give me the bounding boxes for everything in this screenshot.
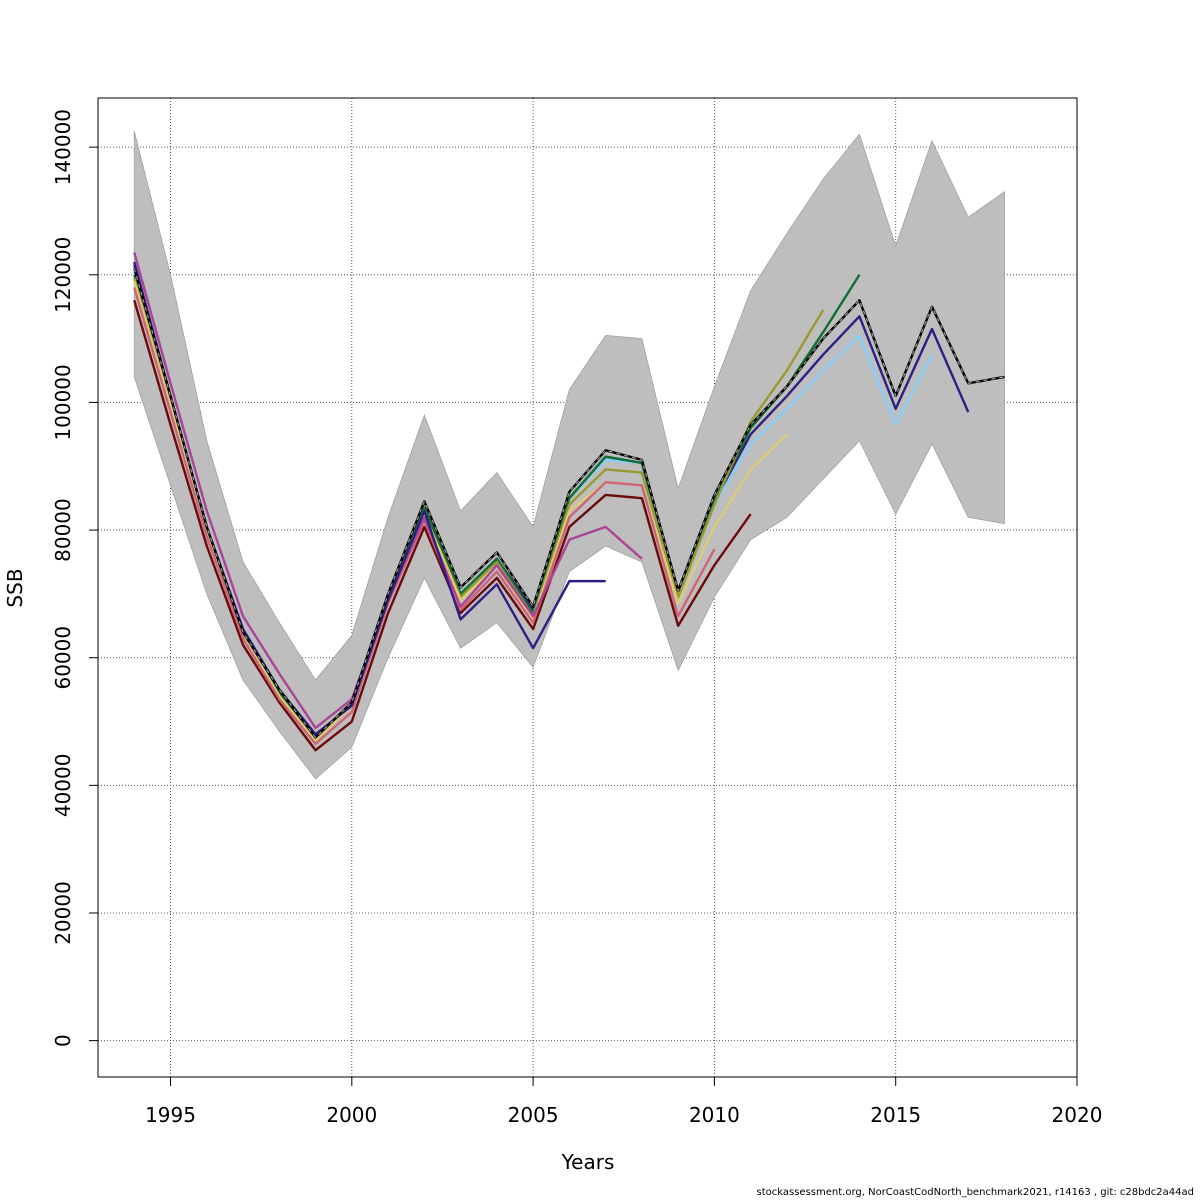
x-tick-label: 2005 xyxy=(508,1103,559,1127)
x-tick-label: 2010 xyxy=(689,1103,740,1127)
x-tick-label: 2020 xyxy=(1052,1103,1103,1127)
series-layer xyxy=(133,252,1005,752)
series-line xyxy=(133,299,752,752)
series-line-main xyxy=(133,268,1005,739)
y-tick-label: 40000 xyxy=(51,754,75,818)
confidence-band xyxy=(133,131,1005,780)
y-tick-label: 140000 xyxy=(51,109,75,185)
y-tick-label: 120000 xyxy=(51,237,75,313)
y-tick-label: 0 xyxy=(51,1034,75,1047)
confidence-band-layer xyxy=(133,131,1005,780)
axis-layer: 1995 2000 2005 2010 2015 2020 0 20000 40000 60000… xyxy=(51,109,1102,1127)
y-axis-label: SSB xyxy=(3,568,27,607)
y-tick-label: 60000 xyxy=(51,626,75,690)
x-axis-label: Years xyxy=(561,1150,615,1174)
x-tick-label: 2000 xyxy=(326,1103,377,1127)
x-tick-label: 1995 xyxy=(145,1103,196,1127)
y-tick-label: 20000 xyxy=(51,881,75,945)
credit-footer: stockassessment.org, NorCoastCodNorth_be… xyxy=(756,1187,1194,1198)
x-tick-label: 2015 xyxy=(870,1103,921,1127)
y-tick-label: 100000 xyxy=(51,364,75,440)
y-tick-label: 80000 xyxy=(51,498,75,562)
